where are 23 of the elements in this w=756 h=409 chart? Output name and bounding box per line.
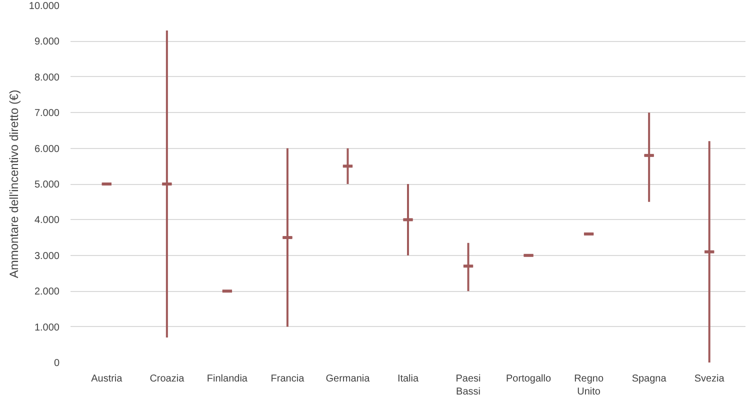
y-tick-label: 8.000: [34, 72, 60, 84]
x-tick-label: Germania: [326, 374, 370, 384]
x-tick-label: Finlandia: [206, 374, 248, 384]
y-tick-label: 10.000: [28, 1, 60, 12]
y-tick-label: 5.000: [34, 180, 60, 190]
y-tick-label: 9.000: [34, 36, 60, 48]
y-tick-label: 3.000: [34, 250, 60, 262]
x-tick-label: Svezia: [694, 374, 725, 384]
x-tick-label: Francia: [270, 374, 305, 384]
y-tick-label: 0: [54, 358, 60, 369]
y-axis-title: Ammontare dell'incentivo diretto (€): [6, 90, 21, 278]
x-tick-label: Portogallo: [506, 374, 552, 384]
x-tick-label: Spagna: [632, 374, 667, 384]
x-tick-label: Regno Unito: [574, 374, 604, 398]
x-tick-label: Paesi Bassi: [456, 374, 481, 398]
x-tick-label: Croazia: [150, 374, 185, 384]
x-tick-label: Italia: [397, 374, 419, 384]
y-tick-label: 2.000: [34, 286, 60, 298]
y-tick-label: 1.000: [34, 322, 60, 334]
x-tick-label: Austria: [91, 374, 123, 384]
y-tick-label: 4.000: [34, 215, 60, 226]
y-tick-label: 7.000: [34, 108, 60, 120]
y-tick-label: 6.000: [34, 144, 60, 155]
